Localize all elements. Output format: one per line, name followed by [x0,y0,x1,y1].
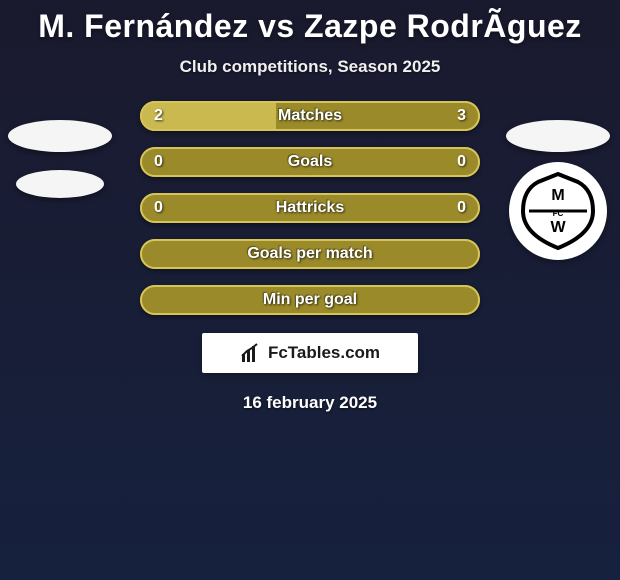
stat-label: Hattricks [276,199,344,217]
player-left-badge-1 [8,120,112,152]
stat-value-right: 0 [457,199,466,217]
stat-row: 0 0 Goals [140,147,480,177]
stat-row: 2 3 Matches [140,101,480,131]
crest-icon: M W FC [515,168,601,254]
brand-box: FcTables.com [202,333,418,373]
stat-label: Matches [278,107,342,125]
svg-text:M: M [551,187,564,204]
stat-value-right: 3 [457,107,466,125]
subtitle: Club competitions, Season 2025 [0,57,620,77]
svg-text:FC: FC [553,209,564,218]
stat-label: Goals [288,153,332,171]
stat-value-left: 0 [154,153,163,171]
date-line: 16 february 2025 [0,393,620,413]
brand-text: FcTables.com [268,343,380,363]
club-crest: M W FC [509,162,607,260]
right-player-badges: M W FC [506,120,610,260]
stat-row: Goals per match [140,239,480,269]
brand-chart-icon [240,342,262,364]
stat-value-left: 0 [154,199,163,217]
stat-label: Min per goal [263,291,357,309]
left-player-badges [8,120,112,198]
stat-label: Goals per match [247,245,372,263]
stat-value-left: 2 [154,107,163,125]
stat-row: Min per goal [140,285,480,315]
player-left-badge-2 [16,170,104,198]
stat-value-right: 0 [457,153,466,171]
svg-text:W: W [550,219,566,236]
stat-row: 0 0 Hattricks [140,193,480,223]
player-right-badge-1 [506,120,610,152]
page-title: M. Fernández vs Zazpe RodrÃ­guez [0,0,620,45]
